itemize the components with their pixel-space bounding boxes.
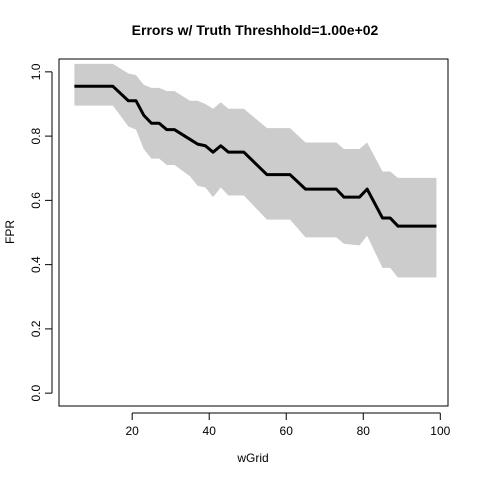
y-axis: 0.0 0.2 0.4 0.6 0.8 1.0: [29, 63, 53, 401]
y-tick-label: 0.2: [29, 320, 43, 337]
x-axis-label: wGrid: [236, 451, 268, 465]
y-axis-label: FPR: [3, 220, 17, 244]
x-tick-label: 80: [357, 424, 371, 438]
x-tick-label: 60: [280, 424, 294, 438]
plot-box: [58, 58, 449, 407]
chart-title: Errors w/ Truth Threshhold=1.00e+02: [132, 22, 379, 38]
y-tick-label: 1.0: [29, 63, 43, 80]
y-tick-label: 0.0: [29, 384, 43, 401]
y-tick-label: 0.6: [29, 192, 43, 209]
confidence-band: [74, 63, 437, 278]
x-tick-label: 40: [203, 424, 217, 438]
x-axis: 20 40 60 80 100: [125, 412, 451, 438]
y-tick-label: 0.8: [29, 127, 43, 144]
x-tick-label: 100: [430, 424, 450, 438]
confidence-band-layer: [74, 63, 437, 278]
x-tick-label: 20: [125, 424, 139, 438]
series-line-layer: [74, 84, 437, 228]
y-tick-label: 0.4: [29, 256, 43, 273]
